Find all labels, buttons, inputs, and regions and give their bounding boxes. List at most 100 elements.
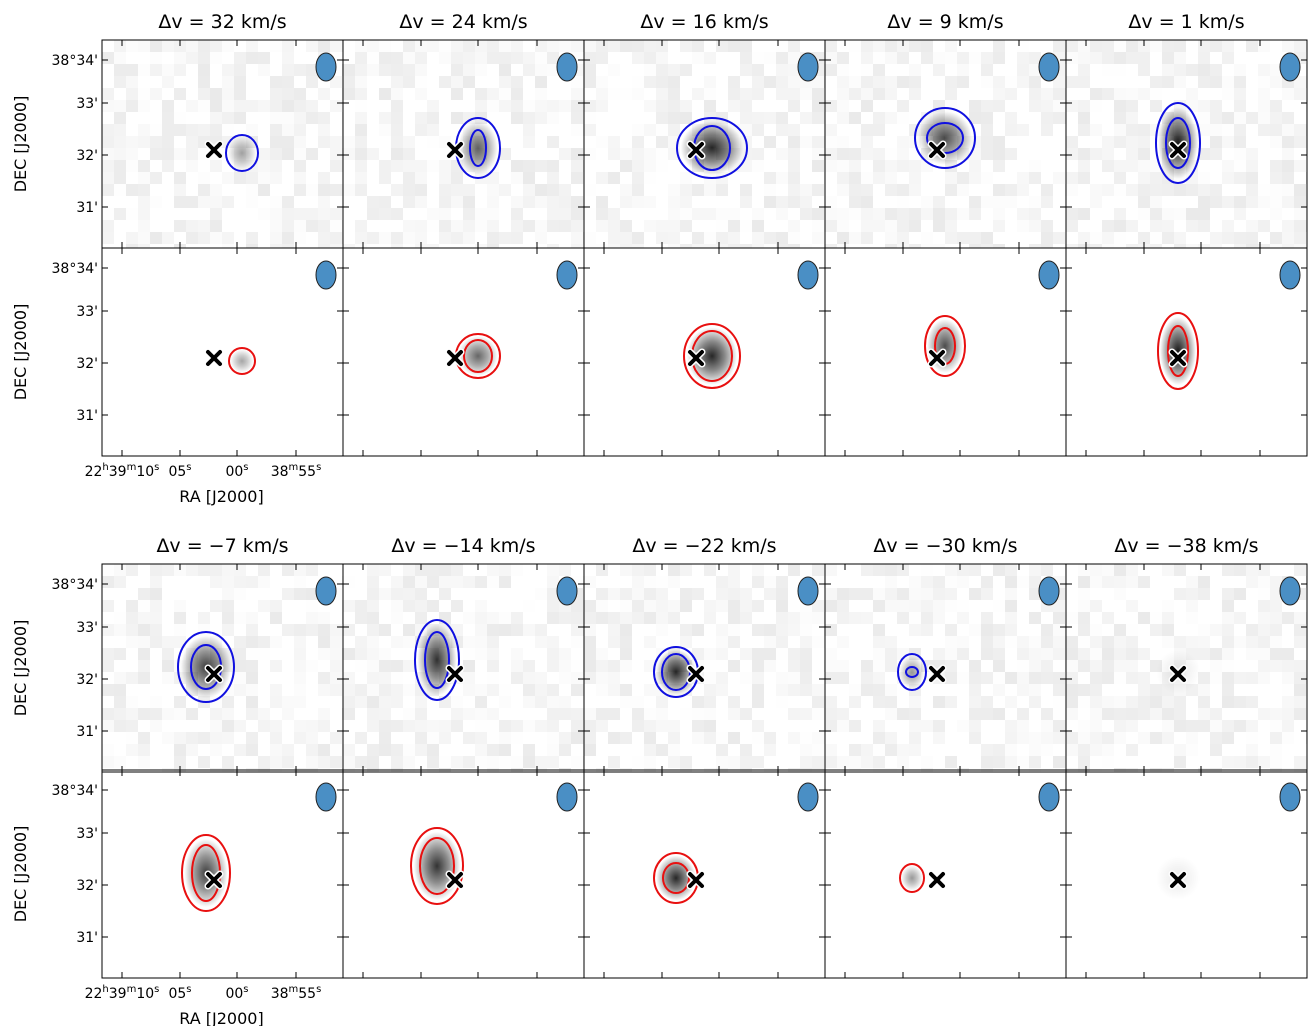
noise xyxy=(716,52,728,64)
noise xyxy=(150,720,162,732)
noise xyxy=(608,40,620,52)
noise xyxy=(933,696,945,708)
noise xyxy=(993,720,1005,732)
noise xyxy=(752,696,764,708)
noise xyxy=(114,732,126,744)
noise xyxy=(1270,208,1282,220)
noise xyxy=(656,136,668,148)
noise xyxy=(174,732,186,744)
noise xyxy=(511,720,523,732)
noise xyxy=(547,732,559,744)
noise xyxy=(933,720,945,732)
noise xyxy=(752,600,764,612)
noise xyxy=(909,576,921,588)
noise xyxy=(114,744,126,756)
noise xyxy=(981,64,993,76)
noise xyxy=(969,244,981,248)
noise xyxy=(812,232,824,244)
noise xyxy=(885,88,897,100)
noise xyxy=(342,220,343,232)
noise xyxy=(861,124,873,136)
noise xyxy=(728,40,740,52)
noise xyxy=(1005,732,1017,744)
noise xyxy=(571,160,583,172)
noise xyxy=(1078,636,1090,648)
noise xyxy=(1090,732,1102,744)
noise xyxy=(861,612,873,624)
noise xyxy=(897,588,909,600)
noise xyxy=(644,172,656,184)
noise xyxy=(800,196,812,208)
beam xyxy=(556,260,578,290)
source-marker xyxy=(1170,872,1186,888)
noise xyxy=(825,124,837,136)
noise xyxy=(1258,64,1270,76)
noise xyxy=(885,660,897,672)
panel xyxy=(899,782,1060,893)
noise xyxy=(391,76,403,88)
noise xyxy=(355,184,367,196)
noise xyxy=(1222,124,1234,136)
noise xyxy=(740,220,752,232)
beam xyxy=(1038,260,1060,290)
noise xyxy=(1102,160,1114,172)
noise xyxy=(1041,244,1053,248)
noise xyxy=(837,636,849,648)
noise xyxy=(102,624,114,636)
noise xyxy=(1029,100,1041,112)
noise xyxy=(668,732,680,744)
noise xyxy=(102,720,114,732)
noise xyxy=(403,76,415,88)
noise xyxy=(583,88,584,100)
noise xyxy=(969,232,981,244)
noise xyxy=(692,208,704,220)
x-tick-label-part: 55 xyxy=(298,986,316,1002)
noise xyxy=(210,88,222,100)
noise xyxy=(523,160,535,172)
noise xyxy=(632,600,644,612)
noise xyxy=(451,76,463,88)
noise xyxy=(644,220,656,232)
noise xyxy=(861,148,873,160)
source-marker xyxy=(929,666,945,682)
noise xyxy=(126,244,138,248)
noise xyxy=(306,660,318,672)
x-tick-label-part: 05 xyxy=(168,986,186,1002)
noise xyxy=(174,696,186,708)
noise xyxy=(837,244,849,256)
noise xyxy=(788,40,800,52)
noise xyxy=(258,148,270,160)
noise xyxy=(1210,148,1222,160)
noise xyxy=(222,720,234,732)
y-tick-label: 33' xyxy=(76,96,98,112)
noise xyxy=(1234,636,1246,648)
noise xyxy=(511,172,523,184)
noise xyxy=(1102,564,1114,576)
noise xyxy=(198,184,210,196)
noise xyxy=(282,564,294,576)
noise xyxy=(342,232,343,244)
y-tick-label: 31' xyxy=(76,930,98,946)
noise xyxy=(776,184,788,196)
noise xyxy=(198,564,210,576)
noise xyxy=(861,184,873,196)
noise xyxy=(981,100,993,112)
noise xyxy=(1186,600,1198,612)
noise xyxy=(1029,160,1041,172)
noise xyxy=(680,196,692,208)
noise xyxy=(270,244,282,248)
noise xyxy=(692,40,704,52)
panel-frame xyxy=(1065,769,1308,979)
noise xyxy=(1053,684,1065,696)
noise xyxy=(330,756,342,768)
noise xyxy=(379,696,391,708)
source-marker xyxy=(447,350,463,366)
noise xyxy=(692,244,704,256)
noise xyxy=(1053,40,1065,52)
noise xyxy=(632,564,644,576)
noise xyxy=(644,684,656,696)
noise xyxy=(1294,624,1306,636)
noise xyxy=(270,76,282,88)
beam xyxy=(1038,576,1060,606)
noise xyxy=(584,672,596,684)
